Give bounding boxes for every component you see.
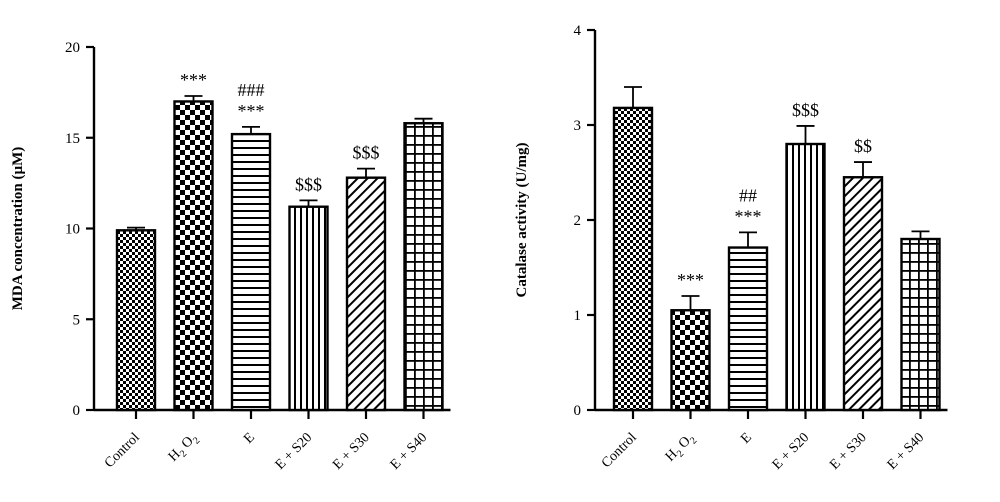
x-tick-label: Control: [102, 430, 143, 471]
y-axis-label: MDA concentration (µM): [10, 147, 26, 311]
significance-label: $$$: [295, 174, 322, 194]
y-tick-label: 4: [574, 23, 582, 39]
bar: [288, 205, 329, 412]
bar: [785, 142, 826, 412]
x-tick-label: E: [241, 430, 258, 447]
y-tick-label: 10: [65, 222, 80, 238]
bar: [173, 100, 214, 412]
significance-label: $$$: [353, 143, 380, 163]
y-tick-label: 1: [574, 308, 582, 324]
bar: [230, 132, 272, 412]
x-tick-label: E + S40: [388, 430, 431, 473]
x-tick-label: H2 O2: [663, 430, 700, 467]
bar: [670, 309, 711, 412]
significance-label: ***: [677, 270, 704, 290]
y-tick-label: 0: [73, 403, 81, 419]
bar: [612, 106, 654, 412]
significance-label: $$$: [792, 100, 819, 120]
x-tick-label: E + S20: [273, 430, 316, 473]
significance-label: ###: [238, 80, 265, 100]
bar: [115, 229, 157, 412]
bar: [403, 122, 444, 412]
x-tick-label: Control: [599, 430, 640, 471]
y-tick-label: 2: [574, 213, 582, 229]
x-tick-label: E: [738, 430, 755, 447]
catalase-chart-panel: 0 1 2 3 4 Catalase activity (U/mg) Control H2 O…: [514, 23, 948, 473]
x-tick-label: H2 O2: [166, 430, 203, 467]
bar: [345, 176, 387, 412]
mda-chart-panel: 0 5 10 15 20 MDA concentration (µM) Control H2 …: [10, 40, 451, 473]
x-tick-label: E + S30: [330, 430, 373, 473]
y-tick-label: 20: [65, 40, 80, 56]
bar: [842, 176, 884, 412]
significance-label: ***: [238, 101, 265, 121]
y-axis-label: Catalase activity (U/mg): [514, 143, 530, 298]
significance-label: ***: [735, 206, 762, 226]
x-tick-label: E + S20: [770, 430, 813, 473]
y-tick-label: 0: [574, 403, 582, 419]
significance-label: $$: [854, 136, 872, 156]
y-tick-label: 15: [65, 131, 80, 147]
x-tick-label: E + S30: [827, 430, 870, 473]
y-tick-label: 3: [574, 118, 582, 134]
bar: [727, 246, 769, 412]
x-tick-label: E + S40: [885, 430, 928, 473]
significance-label: ##: [739, 185, 757, 205]
bar: [900, 237, 941, 412]
y-tick-label: 5: [73, 312, 81, 328]
significance-label: ***: [180, 70, 207, 90]
